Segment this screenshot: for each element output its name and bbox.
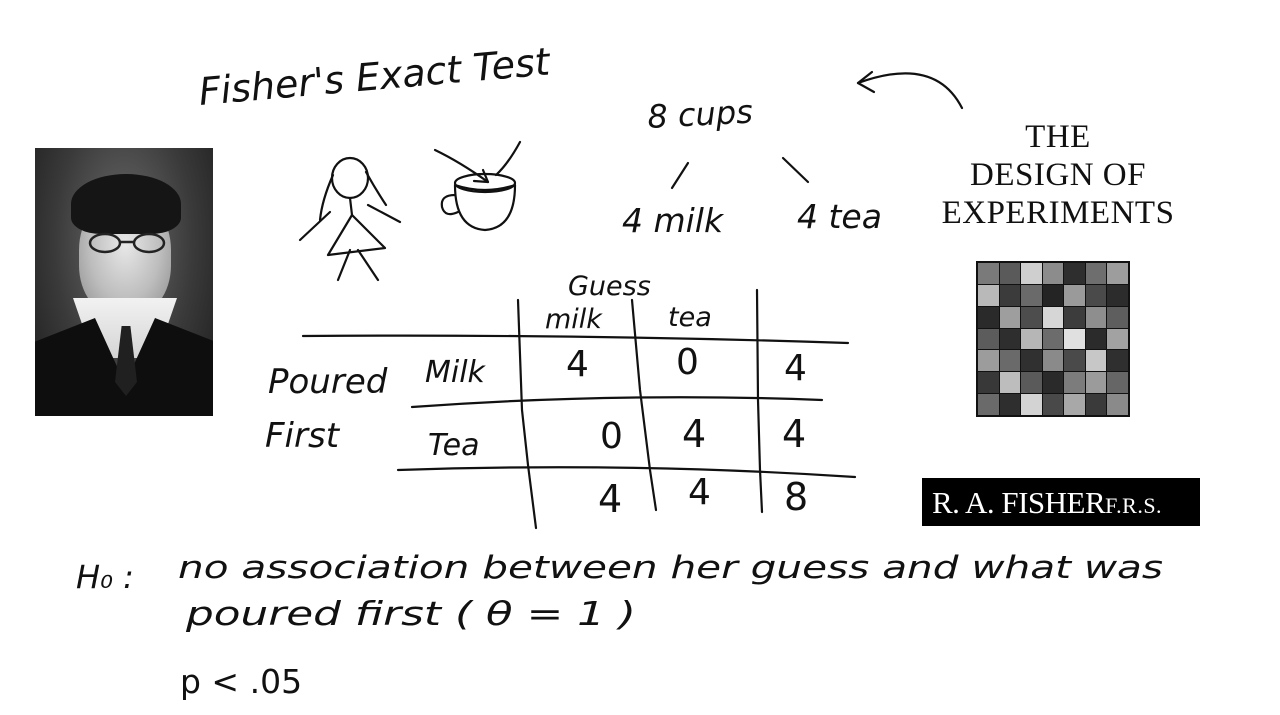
mosaic-tile [1042, 306, 1064, 328]
mosaic-tile [999, 306, 1021, 328]
hypothesis-line-2: poured first ( θ = 1 ) [185, 594, 636, 633]
book-author-band: R. A. FISHERF.R.S. [922, 478, 1200, 526]
book-author-suffix: F.R.S. [1105, 493, 1163, 518]
mosaic-tile [1042, 284, 1064, 306]
mosaic-tile [978, 328, 999, 350]
book-title-line-3: EXPERIMENTS [941, 195, 1175, 231]
mosaic-tile [1064, 263, 1085, 284]
mosaic-tile [1064, 372, 1085, 394]
mosaic-tile [1064, 284, 1085, 306]
mosaic-tile [999, 328, 1021, 350]
mosaic-tile [1064, 328, 1085, 350]
mosaic-tile [978, 372, 999, 394]
mosaic-tile [1021, 263, 1042, 284]
portrait-hair [71, 174, 181, 234]
book-title: THE DESIGN OF EXPERIMENTS [930, 118, 1186, 232]
table-col-milk: milk [545, 304, 603, 335]
lady-stick-figure-icon [298, 156, 402, 282]
book-title-line-2: DESIGN OF [970, 157, 1146, 193]
mosaic-tile [999, 394, 1021, 415]
mosaic-tile [1085, 328, 1107, 350]
teacup-icon [433, 140, 522, 232]
mosaic-tile [978, 394, 999, 415]
cell-tea-milk: 0 [600, 416, 623, 457]
mosaic-tile [1042, 394, 1064, 415]
mosaic-tile [1042, 328, 1064, 350]
mosaic-tile [978, 350, 999, 372]
book-title-line-1: THE [1025, 119, 1091, 155]
book-mosaic-graphic [976, 261, 1130, 417]
mosaic-tile [1064, 350, 1085, 372]
mosaic-tile [1021, 284, 1042, 306]
mosaic-tile [1021, 372, 1042, 394]
table-row-label-milk: Milk [425, 355, 487, 390]
cell-milk-tea: 0 [676, 342, 699, 383]
mosaic-tile [1021, 394, 1042, 415]
mosaic-tile [1085, 350, 1107, 372]
mosaic-tile [978, 306, 999, 328]
mosaic-tile [999, 350, 1021, 372]
cups-milk: 4 milk [622, 201, 725, 240]
glasses-icon [88, 232, 166, 254]
mosaic-tile [1085, 394, 1107, 415]
mosaic-tile [1085, 306, 1107, 328]
table-grid [301, 288, 857, 530]
mosaic-tile [1085, 284, 1107, 306]
book-author: R. A. FISHER [932, 485, 1106, 520]
p-value: p < .05 [180, 662, 302, 701]
portrait-tie [115, 326, 137, 396]
mosaic-tile [1042, 263, 1064, 284]
slide-title: Fisher's Exact Test [197, 39, 553, 114]
mosaic-tile [999, 284, 1021, 306]
col-total-tea: 4 [688, 472, 711, 513]
branch-right [781, 156, 810, 184]
col-total-milk: 4 [598, 477, 622, 521]
cups-tea: 4 tea [797, 197, 882, 236]
hypothesis-line-1: no association between her guess and wha… [178, 550, 1163, 586]
mosaic-tile [1107, 284, 1128, 306]
mosaic-tile [1107, 306, 1128, 328]
mosaic-tile [1107, 328, 1128, 350]
mosaic-tile [978, 263, 999, 284]
cell-milk-total: 4 [784, 348, 807, 389]
grand-total: 8 [784, 475, 808, 519]
cell-tea-tea: 4 [682, 412, 706, 456]
cups-total: 8 cups [646, 93, 753, 136]
cell-tea-total: 4 [782, 412, 806, 456]
fisher-portrait-photo [35, 148, 213, 416]
mosaic-tile [1021, 306, 1042, 328]
table-row-label-tea: Tea [428, 428, 479, 463]
branch-left [670, 161, 690, 190]
mosaic-tile [999, 372, 1021, 394]
mosaic-tile [1064, 394, 1085, 415]
mosaic-tile [1064, 306, 1085, 328]
mosaic-tile [978, 284, 999, 306]
mosaic-tile [1021, 350, 1042, 372]
mosaic-tile [1042, 372, 1064, 394]
table-row-header-first: First [265, 416, 341, 456]
mosaic-tile [1042, 350, 1064, 372]
table-row-header-poured: Poured [268, 362, 388, 402]
mosaic-tile [1085, 372, 1107, 394]
mosaic-tile [1107, 394, 1128, 415]
cell-milk-milk: 4 [566, 344, 589, 385]
mosaic-tile [1107, 263, 1128, 284]
table-col-header: Guess [568, 271, 651, 302]
mosaic-tile [1085, 263, 1107, 284]
curved-arrow-icon [856, 70, 964, 110]
mosaic-tile [1021, 328, 1042, 350]
mosaic-tile [1107, 350, 1128, 372]
table-col-tea: tea [668, 302, 712, 333]
hypothesis-label: H₀ : [76, 558, 134, 596]
mosaic-tile [1107, 372, 1128, 394]
mosaic-tile [999, 263, 1021, 284]
